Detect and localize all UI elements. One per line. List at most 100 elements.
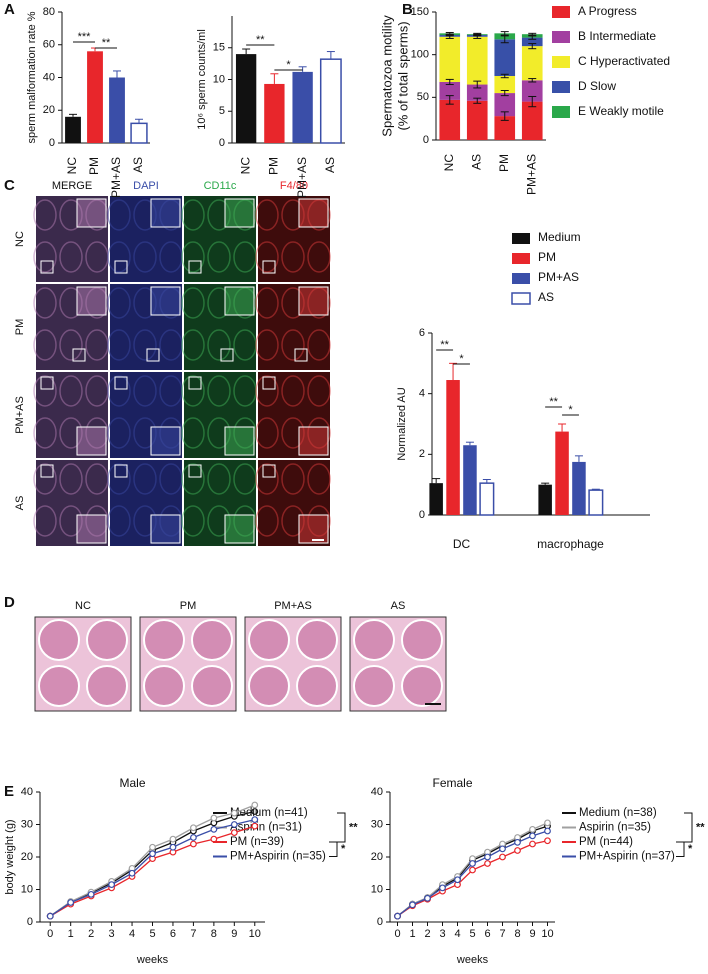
x-tick-label: 2 <box>424 928 430 940</box>
bar <box>446 380 460 515</box>
bar <box>235 54 257 143</box>
tubule <box>107 463 131 495</box>
marker <box>251 808 259 815</box>
tubule <box>181 199 205 231</box>
marker <box>484 853 491 861</box>
row-label: NC <box>14 231 26 247</box>
x-tick-label: 10 <box>541 928 553 940</box>
roi-box <box>188 260 202 274</box>
y-axis-label: Spermatozoa motility <box>379 15 394 137</box>
y-tick-label: 6 <box>419 327 425 339</box>
roi-box <box>40 260 54 274</box>
y-tick-label: 150 <box>411 6 429 18</box>
tubule <box>143 665 185 707</box>
bracket <box>329 841 338 857</box>
bar <box>479 482 495 516</box>
x-tick-label: 10 <box>249 928 261 940</box>
tubule <box>255 241 279 273</box>
bar-segment <box>466 36 488 85</box>
significance: * <box>286 59 291 71</box>
bar <box>555 431 569 515</box>
y-tick-label: 0 <box>219 137 225 149</box>
marker <box>149 850 156 858</box>
legend-swatch <box>552 56 570 68</box>
roi-box <box>188 376 202 390</box>
legend-swatch <box>512 253 530 264</box>
x-tick-label: 0 <box>394 928 400 940</box>
legend-swatch <box>552 81 570 93</box>
y-axis-label: sperm malformation rate % <box>26 11 38 143</box>
tubule <box>33 199 57 231</box>
bar <box>130 122 148 144</box>
image-label: NC <box>75 600 91 612</box>
panel-label: E <box>4 783 14 800</box>
x-tick-label: 7 <box>190 928 196 940</box>
x-tick-label: 6 <box>484 928 490 940</box>
roi-box <box>262 376 276 390</box>
tubule <box>133 241 157 273</box>
line <box>49 825 255 917</box>
marker <box>210 814 218 822</box>
x-tick-label: NC <box>238 157 252 175</box>
tubule <box>86 619 128 661</box>
legend-label: Medium (n=41) <box>230 807 308 819</box>
marker <box>230 821 238 828</box>
x-axis-label: weeks <box>136 954 169 966</box>
marker <box>484 860 491 867</box>
tubule <box>281 463 305 495</box>
x-tick-label: 9 <box>529 928 535 940</box>
roi-box <box>114 376 128 390</box>
y-tick-label: 20 <box>371 851 383 863</box>
tubule <box>296 665 338 707</box>
significance: ** <box>549 396 558 408</box>
tubule <box>207 241 231 273</box>
bar-segment <box>439 36 461 82</box>
inset <box>76 514 107 544</box>
tubule <box>181 505 205 537</box>
marker <box>128 869 136 877</box>
y-tick-label: 10 <box>371 883 383 895</box>
y-tick-label: 0 <box>377 916 383 928</box>
row-label: AS <box>14 496 26 511</box>
tubule <box>59 329 83 361</box>
roi-box <box>114 260 128 274</box>
marker <box>251 801 259 809</box>
x-tick-label: 0 <box>47 928 53 940</box>
marker <box>87 890 95 898</box>
tubule <box>255 463 279 495</box>
tubule <box>255 287 279 319</box>
y-axis-label: (% of total sperms) <box>395 21 410 130</box>
tubule <box>207 375 231 407</box>
marker <box>67 899 75 906</box>
x-tick-label: PM <box>87 157 101 175</box>
y-tick-label: 2 <box>419 448 425 460</box>
bar-segment <box>494 39 516 76</box>
marker <box>190 834 197 841</box>
x-tick-label: 4 <box>454 928 460 940</box>
legend-label: C Hyperactivated <box>578 54 670 68</box>
panel-label: B <box>402 1 413 18</box>
marker <box>169 843 177 851</box>
column-label: MERGE <box>52 180 92 192</box>
x-tick-label: DC <box>453 537 471 551</box>
tubule <box>248 665 290 707</box>
tubule <box>353 665 395 707</box>
legend-label: E Weakly motile <box>578 104 664 118</box>
y-axis-label: 10⁶ sperm counts/ml <box>196 29 208 130</box>
tubule <box>307 241 331 273</box>
significance: ** <box>696 821 705 833</box>
tubule <box>307 329 331 361</box>
legend-swatch <box>552 6 570 18</box>
x-tick-label: 2 <box>88 928 94 940</box>
legend-label: Aspirin (n=31) <box>230 822 302 834</box>
tubule <box>281 241 305 273</box>
inset <box>224 286 255 316</box>
roi-box <box>188 464 202 478</box>
inset <box>76 198 107 228</box>
y-tick-label: 60 <box>43 39 55 51</box>
bracket <box>337 812 346 843</box>
x-tick-label: 3 <box>439 928 445 940</box>
legend-label: Medium (n=38) <box>579 807 657 819</box>
marker <box>424 894 431 902</box>
inset <box>76 426 107 456</box>
